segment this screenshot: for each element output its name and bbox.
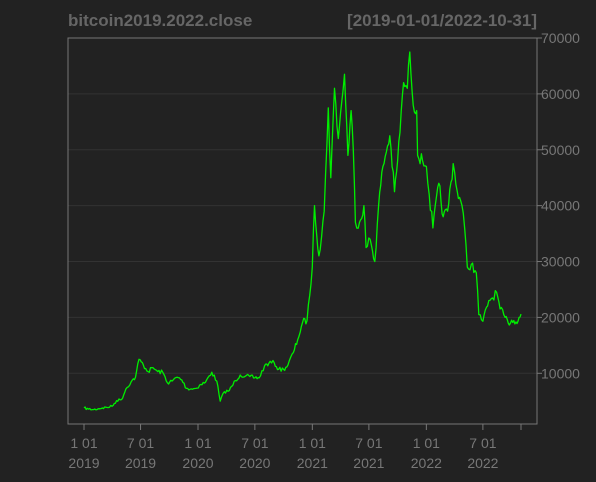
y-tick-label: 70000 (541, 30, 580, 46)
x-tick-year-label: 2020 (239, 455, 270, 471)
x-tick-year-label: 2019 (125, 455, 156, 471)
x-tick-year-label: 2020 (182, 455, 213, 471)
y-tick-label: 40000 (541, 198, 580, 214)
chart-title: bitcoin2019.2022.close (68, 11, 252, 30)
y-axis: 10000 20000 30000 40000 50000 60000 70000 (537, 30, 580, 381)
plot-frame (67, 37, 538, 425)
y-tick-label: 30000 (541, 254, 580, 270)
x-tick-label: 7 01 (469, 435, 496, 451)
y-tick-label: 20000 (541, 309, 580, 325)
x-axis: 1 01 2019 7 01 2019 1 01 2020 7 01 2020 1 01 2021… (68, 424, 522, 471)
x-tick-year-label: 2019 (68, 455, 99, 471)
x-tick-label: 7 01 (127, 435, 154, 451)
y-tick-label: 60000 (541, 86, 580, 102)
x-tick-label: 1 01 (184, 435, 211, 451)
y-tick-label: 10000 (541, 365, 580, 381)
series-line (83, 51, 522, 411)
x-tick-year-label: 2021 (353, 455, 384, 471)
x-tick-label: 7 01 (355, 435, 382, 451)
x-tick-label: 1 01 (413, 435, 440, 451)
x-tick-label: 1 01 (70, 435, 97, 451)
series-layer (83, 51, 522, 411)
date-range-label: [2019-01-01/2022-10-31] (347, 11, 537, 30)
y-tick-label: 50000 (541, 142, 580, 158)
x-tick-label: 1 01 (299, 435, 326, 451)
x-tick-year-label: 2022 (411, 455, 442, 471)
x-tick-year-label: 2021 (297, 455, 328, 471)
x-tick-label: 7 01 (241, 435, 268, 451)
x-tick-year-label: 2022 (467, 455, 498, 471)
